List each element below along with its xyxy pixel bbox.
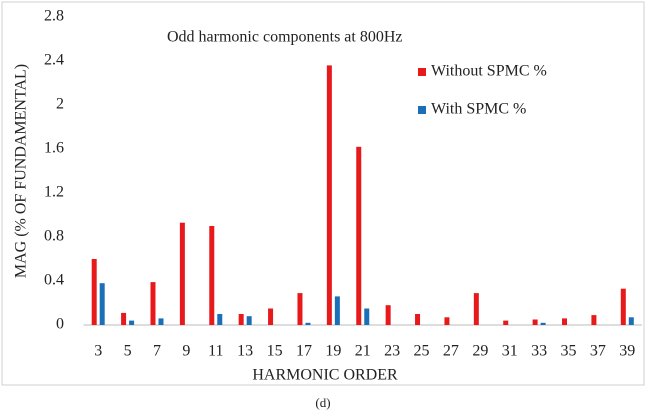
x-tick-label: 9 bbox=[182, 343, 190, 360]
bar bbox=[150, 282, 156, 325]
bar bbox=[179, 222, 185, 325]
legend-swatch bbox=[418, 106, 426, 114]
x-tick-label: 37 bbox=[590, 343, 606, 360]
legend-swatch bbox=[418, 68, 426, 76]
y-tick-label: 2 bbox=[56, 96, 64, 113]
caption: (d) bbox=[315, 395, 330, 410]
bar bbox=[532, 319, 538, 325]
y-tick-label: 1.6 bbox=[44, 140, 64, 157]
bar bbox=[503, 320, 509, 325]
bar bbox=[217, 314, 223, 325]
bar bbox=[297, 293, 303, 325]
bar bbox=[326, 65, 332, 326]
x-tick-label: 21 bbox=[355, 343, 371, 360]
x-tick-label: 35 bbox=[561, 343, 577, 360]
x-tick-label: 29 bbox=[472, 343, 488, 360]
bar bbox=[364, 308, 370, 325]
y-tick-label: 0.4 bbox=[44, 272, 64, 289]
x-axis-label: HARMONIC ORDER bbox=[252, 367, 398, 384]
bar bbox=[540, 322, 546, 325]
legend-label: Without SPMC % bbox=[431, 63, 547, 80]
bar bbox=[158, 318, 164, 325]
x-tick-label: 13 bbox=[237, 343, 253, 360]
bar bbox=[473, 293, 479, 325]
x-tick-label: 27 bbox=[443, 343, 459, 360]
x-tick-label: 7 bbox=[153, 343, 161, 360]
y-tick-label: 2.4 bbox=[44, 52, 64, 69]
x-tick-label: 25 bbox=[414, 343, 430, 360]
y-tick-label: 2.8 bbox=[44, 8, 64, 25]
bar bbox=[415, 314, 421, 325]
bar bbox=[305, 322, 311, 325]
y-tick-label: 0.8 bbox=[44, 228, 64, 245]
y-axis-label: MAG (% OF FUNDAMENTAL) bbox=[13, 64, 30, 278]
bar bbox=[356, 146, 362, 325]
bar bbox=[562, 318, 568, 325]
x-tick-label: 3 bbox=[94, 343, 102, 360]
bar bbox=[209, 226, 215, 325]
bar bbox=[238, 314, 244, 325]
legend-label: With SPMC % bbox=[431, 101, 526, 118]
bar bbox=[620, 288, 626, 325]
bar bbox=[91, 259, 97, 325]
chart-frame bbox=[1, 1, 645, 386]
x-tick-label: 19 bbox=[325, 343, 341, 360]
bar bbox=[246, 316, 252, 325]
y-tick-label: 0 bbox=[56, 316, 64, 333]
bar bbox=[628, 317, 634, 325]
x-tick-label: 17 bbox=[296, 343, 312, 360]
bar bbox=[334, 296, 340, 325]
annotation: Odd harmonic components at 800Hz bbox=[167, 29, 403, 46]
bar bbox=[444, 317, 450, 325]
bar bbox=[591, 315, 597, 325]
x-tick-label: 31 bbox=[502, 343, 518, 360]
x-tick-label: 11 bbox=[208, 343, 223, 360]
x-tick-label: 33 bbox=[531, 343, 547, 360]
bar bbox=[268, 308, 274, 325]
x-tick-label: 23 bbox=[384, 343, 400, 360]
bar bbox=[385, 305, 391, 325]
y-tick-label: 1.2 bbox=[44, 184, 64, 201]
bar bbox=[99, 283, 105, 325]
x-tick-label: 5 bbox=[124, 343, 132, 360]
x-tick-label: 39 bbox=[619, 343, 635, 360]
x-tick-label: 15 bbox=[267, 343, 283, 360]
bar bbox=[129, 320, 135, 325]
bar bbox=[121, 312, 127, 325]
